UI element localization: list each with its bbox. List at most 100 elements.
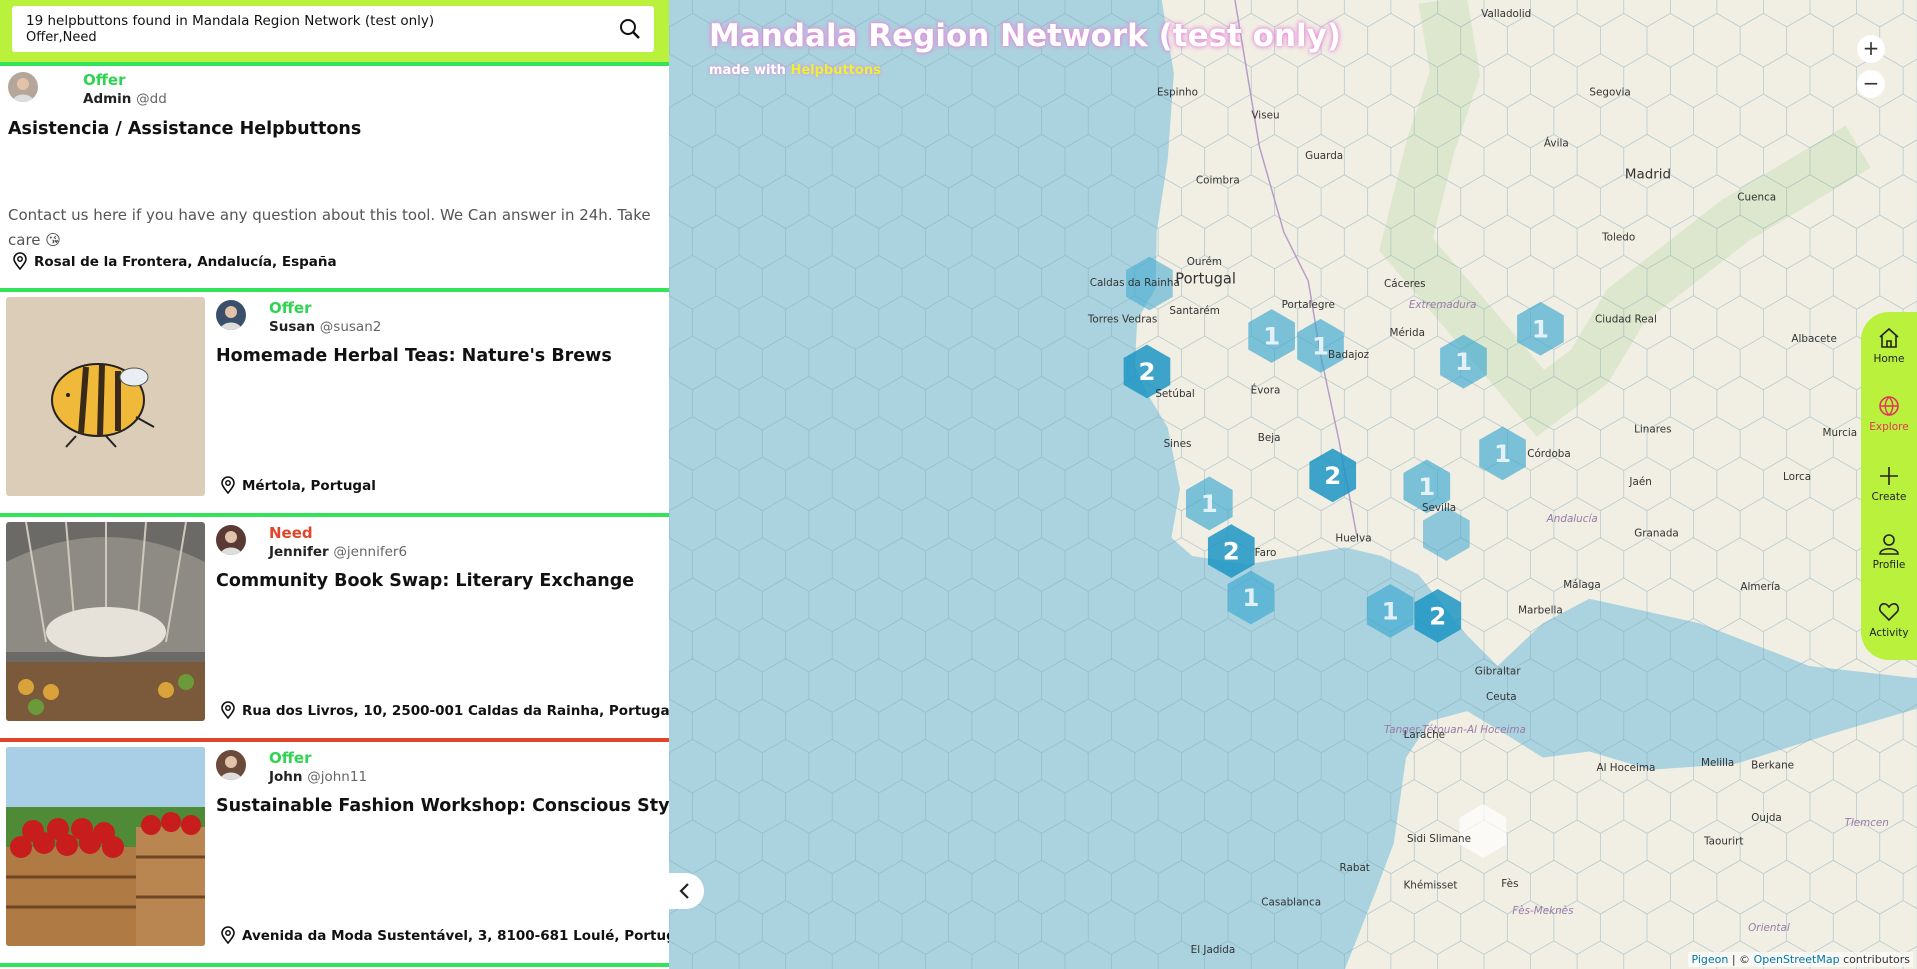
place-label: Granada — [1634, 527, 1679, 539]
place-label: Ciudad Real — [1595, 314, 1657, 326]
avatar-face — [220, 756, 242, 780]
post-card[interactable]: Need Jennifer @jennifer6 Community Book Sw… — [0, 519, 669, 740]
place-label: Sidi Slimane — [1407, 833, 1471, 845]
pin-icon — [13, 252, 27, 270]
place-label: Tlemcen — [1845, 817, 1889, 829]
attr-osm[interactable]: OpenStreetMap — [1753, 953, 1840, 966]
attr-end: contributors — [1843, 953, 1910, 966]
cluster[interactable] — [1207, 524, 1255, 578]
avatar — [8, 72, 38, 102]
place-label: Murcia — [1823, 427, 1858, 439]
cluster[interactable] — [1123, 344, 1171, 399]
place-label: Andalucía — [1546, 513, 1598, 525]
place-label: Sines — [1164, 438, 1192, 450]
place-label: Berkane — [1751, 760, 1794, 772]
icon — [1879, 327, 1899, 348]
border — [1234, 0, 1358, 538]
post-card[interactable]: Offer Admin @dd Asistencia / Assistance He… — [0, 66, 669, 290]
post-author: John @john11 — [269, 769, 367, 785]
brand[interactable]: Helpbuttons — [790, 63, 881, 78]
post-location: Rosal de la Frontera, Andalucía, España — [13, 252, 337, 270]
collapse-button[interactable] — [668, 873, 704, 909]
place-label: Córdoba — [1527, 448, 1571, 460]
nav-label: Profile — [1872, 559, 1906, 571]
post-card[interactable]: Offer John @john11 Sustainable Fashion Wor… — [0, 744, 669, 965]
nav-home[interactable]: Home — [1861, 326, 1917, 365]
post-type: Offer — [269, 299, 312, 317]
cluster-count: 2 — [1138, 357, 1155, 386]
place-label: Khémisset — [1403, 879, 1457, 891]
cluster[interactable] — [1517, 301, 1564, 356]
cluster-count: 2 — [1429, 601, 1446, 630]
attribution: Pigeon | © OpenStreetMap contributors — [1688, 952, 1913, 967]
place-label: Ávila — [1544, 137, 1569, 150]
place-label: Madrid — [1625, 167, 1671, 182]
place-label: Gibraltar — [1475, 666, 1521, 678]
post-title: Community Book Swap: Literary Exchange — [216, 571, 635, 591]
cluster[interactable] — [1414, 588, 1462, 643]
place-label: Guarda — [1305, 150, 1343, 162]
hex-lines — [669, 0, 1917, 969]
cluster[interactable] — [1403, 459, 1451, 514]
cluster[interactable] — [1297, 318, 1344, 373]
map-title: Mandala Region Network (test only) — [709, 18, 1342, 54]
avatar-face — [220, 306, 242, 330]
author-name: Susan — [269, 319, 316, 335]
search-icon[interactable] — [618, 17, 642, 41]
author-handle: @john11 — [307, 769, 368, 785]
cluster[interactable] — [1366, 584, 1414, 638]
nav-profile[interactable]: Profile — [1861, 532, 1917, 571]
place-label: Ourém — [1187, 256, 1222, 268]
place-label: Extremadura — [1409, 299, 1477, 311]
cluster[interactable] — [1248, 309, 1295, 363]
avatar — [216, 300, 246, 330]
place-label: Fès-Meknès — [1512, 905, 1574, 917]
place-label: Tanger-Tétouan-Al Hoceima — [1384, 724, 1526, 736]
place-label: Valladolid — [1481, 8, 1531, 20]
cluster[interactable] — [1185, 476, 1233, 531]
zoom-out[interactable]: − — [1857, 70, 1885, 98]
place-label: Badajoz — [1328, 349, 1369, 361]
icon — [1879, 534, 1899, 555]
cluster[interactable] — [1227, 570, 1275, 625]
pin-icon — [221, 476, 235, 494]
place-label: El Jadida — [1191, 944, 1236, 956]
post-title: Sustainable Fashion Workshop: Conscious … — [216, 796, 669, 816]
attr-source[interactable]: Pigeon — [1691, 953, 1729, 966]
post-title: Asistencia / Assistance Helpbuttons — [8, 119, 362, 139]
places: Valladolid Segovia Ávila Madrid Toledo Cuenca… — [1087, 8, 1889, 956]
cluster[interactable] — [1309, 448, 1357, 503]
post-location: Rua dos Livros, 10, 2500-001 Caldas da R… — [221, 701, 669, 719]
card-separator — [0, 62, 669, 66]
card-separator — [0, 738, 669, 742]
nav-create[interactable]: Create — [1861, 464, 1917, 503]
place-label: Ceuta — [1486, 691, 1517, 703]
nav-explore[interactable]: Explore — [1861, 394, 1917, 433]
place-label: Casablanca — [1261, 896, 1321, 908]
cluster-count: 1 — [1455, 347, 1472, 376]
place-label: Évora — [1251, 383, 1281, 396]
avatar — [216, 750, 246, 780]
result-count: 19 helpbuttons found in Mandala Region N… — [26, 13, 435, 29]
author-handle: @jennifer6 — [333, 544, 408, 560]
place-label: Portugal — [1175, 270, 1236, 287]
cluster[interactable] — [1479, 426, 1526, 481]
cluster[interactable] — [1440, 334, 1487, 389]
card-separator — [0, 513, 669, 517]
bee-image — [6, 297, 205, 496]
zoom-in[interactable]: + — [1857, 35, 1885, 63]
post-card[interactable]: Offer Susan @susan2 Homemade Herbal Teas: … — [0, 294, 669, 515]
place-label: Almería — [1740, 581, 1780, 593]
pin-icon — [221, 701, 235, 719]
cluster-count: 2 — [1324, 461, 1341, 490]
apples-image — [6, 747, 205, 946]
post-location: Mértola, Portugal — [221, 476, 376, 494]
pin-icon — [221, 926, 235, 944]
search-box[interactable]: 19 helpbuttons found in Mandala Region N… — [12, 6, 654, 52]
nav-activity[interactable]: Activity — [1861, 600, 1917, 639]
post-author: Admin @dd — [83, 91, 167, 107]
cluster-count: 1 — [1312, 331, 1329, 360]
post-image — [6, 747, 205, 946]
